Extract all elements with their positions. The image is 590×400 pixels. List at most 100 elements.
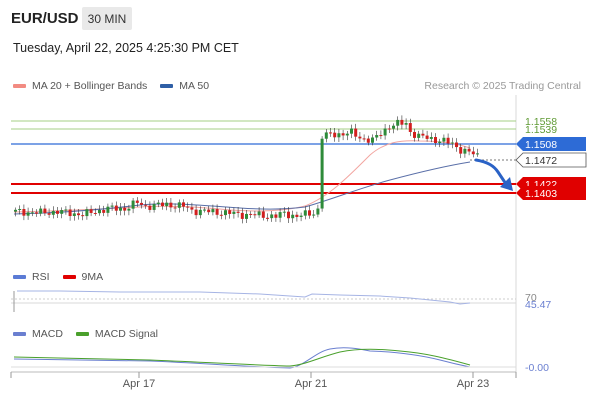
candle-up: [72, 213, 76, 217]
legend-9ma: 9MA: [62, 271, 104, 283]
forecast-arrow: [474, 158, 508, 186]
candle-down: [274, 214, 278, 218]
candle-down: [471, 151, 475, 155]
candle-down: [68, 209, 72, 217]
candle-up: [18, 208, 22, 210]
candle-down: [77, 213, 80, 216]
rsi-swatch: [13, 275, 26, 279]
candle-down: [173, 207, 177, 209]
candle-up: [383, 128, 387, 136]
candle-up: [127, 208, 131, 211]
candle-down: [89, 209, 93, 213]
ma50-label: MA 50: [179, 80, 210, 92]
candle-down: [308, 210, 311, 216]
candle-down: [207, 209, 211, 213]
candle-down: [459, 147, 463, 154]
legend-rsi: RSI: [13, 271, 50, 283]
candle-up: [131, 200, 135, 209]
macd-label: MACD: [32, 328, 63, 340]
candle-down: [215, 209, 219, 215]
candle-up: [316, 208, 320, 215]
candlestick-series: [14, 115, 479, 224]
candle-down: [425, 135, 429, 139]
rsi-label: RSI: [32, 271, 50, 283]
candle-down: [329, 132, 332, 134]
candle-up: [371, 137, 374, 143]
candle-down: [253, 214, 257, 216]
resistance-1-label: 1.1539: [525, 124, 557, 136]
support-2-tag: [516, 186, 586, 200]
candle-down: [341, 133, 345, 136]
candle-up: [291, 214, 295, 219]
candle-down: [186, 206, 190, 208]
candle-up: [198, 209, 202, 216]
candle-up: [392, 125, 395, 129]
candle-up: [119, 207, 122, 211]
rsi-line: [17, 290, 471, 305]
candle-up: [450, 142, 454, 144]
candle-up: [224, 210, 227, 216]
ma50-line: [13, 161, 471, 215]
candle-down: [358, 136, 362, 139]
candle-up: [282, 211, 286, 213]
ma20-line: [13, 140, 471, 213]
candle-down: [114, 205, 118, 211]
candle-down: [194, 209, 198, 216]
candle-up: [98, 209, 101, 214]
candle-down: [140, 202, 143, 205]
candle-up: [270, 214, 274, 219]
candle-up: [30, 212, 34, 214]
forecast-arrow-head: [500, 177, 513, 191]
candle-down: [446, 137, 450, 144]
candle-down: [455, 142, 458, 148]
rsi-legend: RSI 9MA: [13, 271, 116, 283]
candle-up: [60, 210, 64, 214]
candle-up: [324, 132, 328, 139]
candle-up: [396, 119, 400, 126]
macd-signal-line: [13, 348, 471, 367]
candle-down: [81, 215, 85, 217]
legend-macd-signal: MACD Signal: [75, 328, 158, 340]
candle-up: [85, 209, 89, 217]
candle-down: [56, 210, 59, 214]
candle-up: [177, 202, 181, 208]
candle-down: [400, 119, 404, 125]
candle-up: [245, 213, 248, 219]
candle-up: [375, 135, 379, 138]
x-label-apr23: Apr 23: [457, 378, 489, 390]
candle-up: [39, 208, 43, 214]
macd-value-label: -0.00: [525, 362, 549, 374]
symbol-title: EUR/USD: [11, 10, 79, 27]
candle-up: [442, 137, 446, 142]
candle-down: [190, 207, 194, 210]
macd-swatch: [13, 332, 26, 336]
candle-up: [463, 148, 467, 154]
candle-up: [299, 215, 303, 217]
candle-down: [102, 209, 106, 213]
candle-up: [165, 202, 169, 207]
candle-down: [266, 217, 269, 219]
candle-down: [467, 148, 471, 152]
candle-down: [169, 202, 173, 208]
macd-line: [13, 347, 471, 369]
candle-down: [43, 208, 47, 214]
macd-legend: MACD MACD Signal: [13, 328, 171, 340]
candle-up: [232, 211, 236, 214]
candle-down: [228, 210, 232, 214]
x-label-apr17: Apr 17: [123, 378, 155, 390]
candle-up: [257, 211, 261, 216]
candle-up: [211, 209, 215, 213]
candle-down: [144, 204, 148, 206]
candle-up: [26, 212, 30, 216]
candle-down: [47, 213, 51, 215]
9ma-label: 9MA: [81, 271, 104, 283]
candle-down: [408, 123, 412, 132]
rsi-70-label: 70: [525, 292, 537, 304]
last-price-label: 1.1472: [525, 155, 557, 167]
candle-down: [240, 212, 244, 219]
timeframe-badge[interactable]: 30 MIN: [82, 7, 132, 30]
macd-signal-label: MACD Signal: [94, 328, 158, 340]
candle-down: [413, 131, 416, 138]
legend-ma20: MA 20 + Bollinger Bands: [13, 80, 147, 92]
